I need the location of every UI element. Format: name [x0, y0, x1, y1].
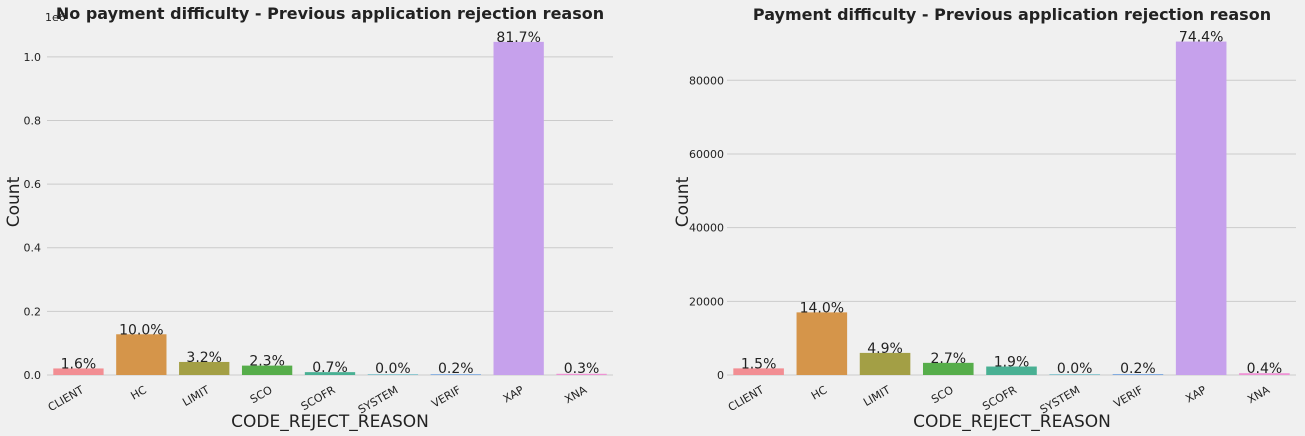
y-tick-label: 1.0 [24, 51, 42, 64]
bar-system [367, 374, 419, 375]
data-labels: 1.6% 10.0% 3.2% 2.3% 0.7% 0.0% 0.2% 81.7% 0.3% [61, 30, 600, 377]
x-tick-label-hc: HC [129, 383, 150, 402]
data-label-client: 1.5% [741, 356, 777, 372]
x-tick-label-client: CLIENT [726, 383, 766, 414]
data-label-xap: 74.4% [1179, 30, 1223, 46]
bar-limit [179, 361, 230, 375]
y-tick-label: 80000 [689, 74, 724, 87]
bar-scofr [304, 372, 356, 375]
data-label-xap: 81.7% [496, 30, 540, 46]
chart-title: No payment difficulty - Previous applica… [56, 4, 604, 23]
data-label-sco: 2.3% [249, 354, 285, 370]
x-tick-label-scofr: SCOFR [980, 383, 1019, 413]
x-tick-label-limit: LIMIT [180, 383, 212, 409]
bar-sco [922, 362, 974, 375]
data-label-scofr: 1.9% [994, 355, 1030, 371]
bar-system [1049, 374, 1101, 375]
y-tick-label: 0.6 [24, 178, 42, 191]
bar-sco [241, 365, 293, 375]
bar-verif [430, 374, 481, 375]
y-tick-label: 0.8 [24, 114, 42, 127]
data-label-limit: 4.9% [867, 341, 903, 357]
y-axis-label: Count [4, 176, 24, 227]
bars [733, 41, 1290, 375]
bar-xap [493, 41, 544, 375]
y-tick-label: 60000 [689, 148, 724, 161]
y-tick-label: 20000 [689, 295, 724, 308]
bar-limit [859, 352, 911, 375]
data-label-xna: 0.4% [1247, 361, 1283, 377]
bar-xna [556, 373, 607, 375]
bars [53, 41, 607, 375]
x-tick-label-xna: XNA [1245, 383, 1272, 406]
data-label-hc: 14.0% [800, 300, 844, 316]
y-tick-label: 0.4 [24, 242, 42, 255]
x-axis-label: CODE_REJECT_REASON [231, 412, 429, 432]
x-tick-label-xap: XAP [501, 383, 527, 405]
y-tick-label: 0.0 [24, 369, 42, 382]
chart-payment-difficulty: Payment difficulty - Previous applicatio… [673, 5, 1296, 432]
data-label-client: 1.6% [61, 356, 97, 372]
y-tick-label: 40000 [689, 222, 724, 235]
data-label-system: 0.0% [1057, 361, 1093, 377]
bar-xna [1239, 373, 1290, 375]
bar-verif [1112, 374, 1164, 375]
x-tick-label-verif: VERIF [1111, 383, 1145, 410]
x-tick-label-sco: SCO [929, 383, 956, 406]
data-label-verif: 0.2% [1120, 361, 1156, 377]
y-tick-labels: 0.0 0.2 0.4 0.6 0.8 1.0 [24, 51, 42, 382]
data-label-xna: 0.3% [564, 361, 600, 377]
data-label-hc: 10.0% [119, 322, 163, 338]
chart-no-payment-difficulty: No payment difficulty - Previous applica… [4, 4, 613, 432]
x-axis-label: CODE_REJECT_REASON [913, 412, 1111, 432]
x-tick-label-verif: VERIF [429, 383, 463, 410]
bar-xap [1175, 41, 1227, 375]
x-tick-label-xna: XNA [562, 383, 589, 406]
y-tick-label: 0.2 [24, 305, 42, 318]
y-offset-label: 1e6 [45, 11, 66, 24]
x-tick-label-scofr: SCOFR [299, 383, 338, 413]
data-label-verif: 0.2% [438, 361, 474, 377]
x-tick-label-xap: XAP [1183, 383, 1209, 405]
x-tick-label-limit: LIMIT [861, 383, 893, 409]
x-tick-label-client: CLIENT [46, 383, 86, 414]
x-tick-label-hc: HC [809, 383, 830, 402]
bar-client [733, 368, 784, 375]
data-label-system: 0.0% [375, 361, 411, 377]
bar-client [53, 368, 104, 375]
bar-hc [116, 334, 167, 375]
bar-scofr [986, 366, 1037, 375]
data-label-scofr: 0.7% [312, 360, 348, 376]
y-axis-label: Count [673, 176, 693, 227]
x-tick-label-sco: SCO [248, 383, 275, 406]
y-tick-labels: 0 20000 40000 60000 80000 [689, 74, 724, 382]
data-labels: 1.5% 14.0% 4.9% 2.7% 1.9% 0.0% 0.2% 74.4% 0.4% [741, 30, 1282, 377]
data-label-limit: 3.2% [186, 350, 222, 366]
chart-title: Payment difficulty - Previous applicatio… [753, 5, 1271, 24]
y-tick-label: 0 [717, 369, 724, 382]
data-label-sco: 2.7% [930, 351, 966, 367]
bar-hc [796, 312, 848, 375]
